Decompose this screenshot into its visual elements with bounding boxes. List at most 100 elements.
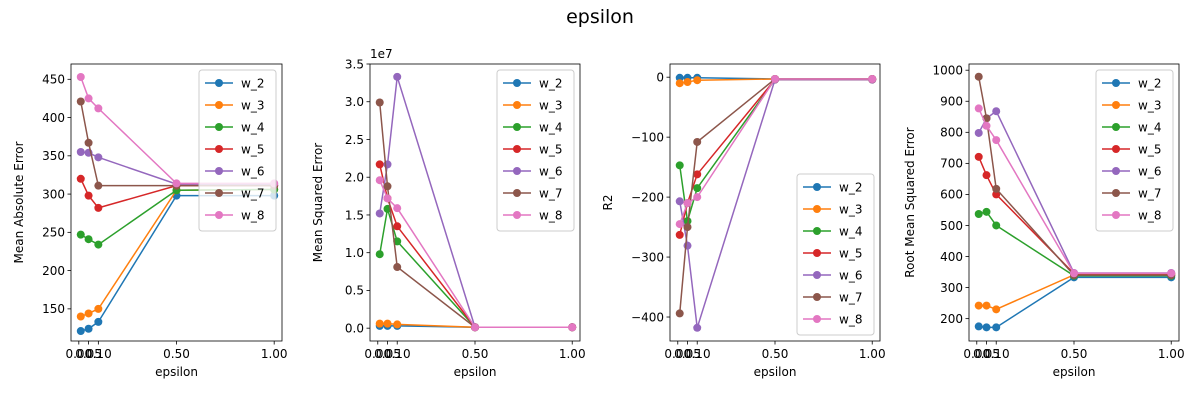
data-point-w_8 — [771, 74, 779, 83]
data-point-w_4 — [393, 237, 402, 246]
x-tick-label: 0.05 — [75, 347, 102, 361]
data-point-w_5 — [675, 230, 684, 239]
x-tick-label: 0.05 — [973, 347, 1000, 361]
y-tick-label: 300 — [42, 187, 65, 201]
legend-marker-w_2 — [813, 183, 821, 191]
data-point-w_2 — [94, 317, 103, 326]
x-tick-label: 1.00 — [1158, 347, 1185, 361]
data-point-w_4 — [992, 221, 1001, 230]
legend-label-w_5: w_5 — [241, 142, 264, 156]
legend-label-w_7: w_7 — [241, 186, 264, 200]
subplot-3: 0.000.050.10 0.50 1.00 −400 −300 −200 −100 0 eps… — [601, 63, 886, 379]
legend-label-w_7: w_7 — [539, 186, 562, 200]
y-tick-label: 0.0 — [345, 321, 364, 335]
x-tick-label: 0.50 — [462, 347, 489, 361]
subplot-2: 0.000.050.10 0.50 1.00 0.0 0.5 1.0 1.5 2.0 2.5 3.… — [311, 47, 586, 379]
x-tick-label: 0.10 — [684, 347, 711, 361]
legend-marker-w_6 — [1112, 167, 1120, 175]
plot-area — [675, 73, 877, 332]
data-point-w_6 — [675, 197, 684, 206]
legend-label-w_6: w_6 — [241, 164, 264, 178]
legend-label-w_8: w_8 — [1138, 208, 1161, 222]
y-tick-label: 600 — [940, 188, 963, 202]
data-point-w_4 — [94, 240, 103, 249]
data-point-w_8 — [1070, 269, 1078, 278]
legend-label-w_5: w_5 — [539, 142, 562, 156]
data-point-w_8 — [1167, 269, 1176, 278]
legend-label-w_2: w_2 — [241, 76, 264, 90]
data-point-w_8 — [393, 204, 402, 213]
x-tick-label: 0.00 — [364, 347, 391, 361]
legend-marker-w_7 — [513, 189, 521, 197]
data-point-w_8 — [84, 94, 93, 103]
data-point-w_3 — [675, 79, 684, 88]
y-tick-label: 150 — [42, 302, 65, 316]
data-point-w_3 — [375, 319, 384, 328]
data-point-w_3 — [693, 76, 702, 85]
y-axis-label: R2 — [601, 195, 615, 211]
legend-label-w_7: w_7 — [839, 290, 862, 304]
legend-marker-w_8 — [1112, 211, 1120, 219]
legend-label-w_3: w_3 — [1138, 98, 1161, 112]
data-point-w_6 — [992, 107, 1001, 116]
legend-label-w_2: w_2 — [839, 180, 862, 194]
figure-title: epsilon — [566, 6, 634, 28]
legend: w_2 w_3 w_4 w_5 w_6 w_7 w_8 — [496, 69, 575, 232]
legend-marker-w_2 — [513, 79, 521, 87]
data-point-w_4 — [375, 250, 384, 259]
subplot-1: 0.000.050.10 0.50 1.00 150 200 250 300 350 400 45… — [12, 63, 288, 379]
data-point-w_7 — [76, 97, 85, 106]
y-tick-label: 1000 — [932, 64, 963, 78]
legend-marker-w_8 — [513, 211, 521, 219]
legend-label-w_5: w_5 — [1138, 142, 1161, 156]
x-tick-label: 0.00 — [664, 347, 691, 361]
y-tick-label: 2.5 — [345, 133, 364, 147]
legend-marker-w_7 — [813, 293, 821, 301]
y-tick-label: −300 — [631, 250, 664, 264]
y-tick-label: 1.5 — [345, 208, 364, 222]
data-point-w_8 — [94, 104, 103, 113]
data-point-w_7 — [383, 182, 392, 191]
legend-marker-w_8 — [215, 211, 223, 219]
legend-marker-w_6 — [813, 271, 821, 279]
x-tick-label: 1.00 — [859, 347, 886, 361]
data-point-w_3 — [84, 309, 93, 318]
data-point-w_8 — [992, 136, 1001, 145]
x-axis-label: epsilon — [1053, 365, 1096, 379]
data-point-w_5 — [94, 203, 103, 212]
x-tick-label: 0.05 — [374, 347, 401, 361]
legend-marker-w_4 — [1112, 123, 1120, 131]
y-tick-label: 0 — [656, 70, 664, 84]
legend-marker-w_3 — [513, 101, 521, 109]
data-point-w_5 — [992, 190, 1001, 199]
x-tick-label: 0.10 — [983, 347, 1010, 361]
legend-marker-w_4 — [813, 227, 821, 235]
data-point-w_6 — [683, 241, 692, 250]
data-point-w_8 — [868, 74, 877, 83]
y-tick-label: 2.0 — [345, 171, 364, 185]
data-point-w_4 — [974, 209, 983, 218]
data-point-w_8 — [76, 73, 85, 82]
data-point-w_3 — [974, 301, 983, 310]
x-axis-label: epsilon — [454, 365, 497, 379]
x-tick-label: 1.00 — [261, 347, 288, 361]
legend-marker-w_7 — [1112, 189, 1120, 197]
legend-marker-w_5 — [813, 249, 821, 257]
data-point-w_4 — [693, 184, 702, 193]
y-tick-label: 1.0 — [345, 246, 364, 260]
data-point-w_6 — [393, 72, 402, 81]
legend-label-w_8: w_8 — [241, 208, 264, 222]
x-tick-label: 0.00 — [65, 347, 92, 361]
y-tick-label: 0.5 — [345, 284, 364, 298]
data-point-w_8 — [375, 176, 384, 185]
legend-marker-w_6 — [215, 167, 223, 175]
legend-marker-w_2 — [1112, 79, 1120, 87]
y-tick-label: 200 — [940, 312, 963, 326]
data-point-w_7 — [84, 138, 93, 147]
data-point-w_7 — [375, 98, 384, 107]
data-point-w_8 — [568, 323, 577, 332]
legend-marker-w_8 — [813, 315, 821, 323]
y-tick-label: 500 — [940, 219, 963, 233]
legend-marker-w_5 — [215, 145, 223, 153]
